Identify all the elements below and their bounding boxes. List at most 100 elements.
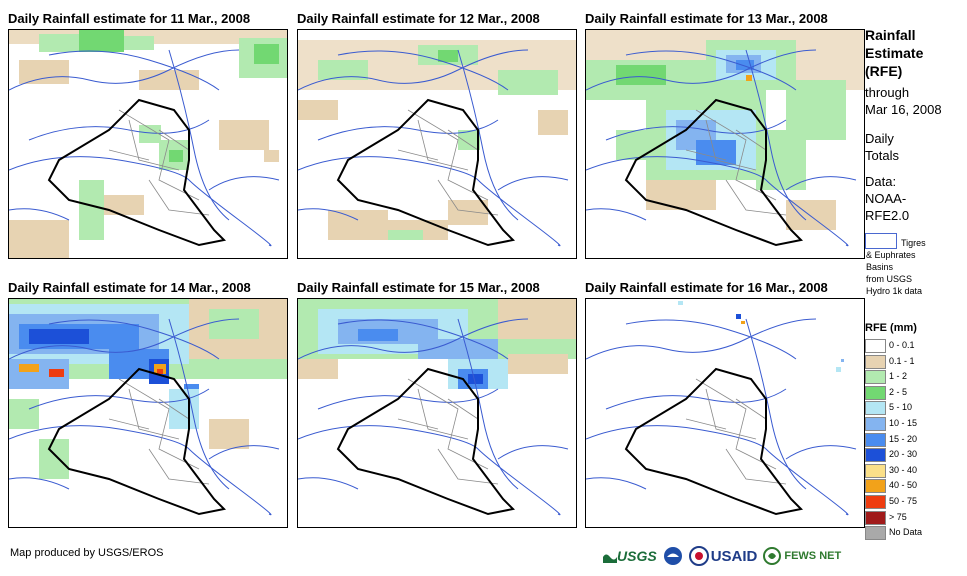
panel-title: Daily Rainfall estimate for 12 Mar., 200…	[297, 11, 540, 26]
data-line: NOAA-	[865, 191, 907, 206]
fewsnet-globe-icon	[763, 547, 782, 565]
panel-title: Daily Rainfall estimate for 11 Mar., 200…	[8, 11, 251, 26]
rainfall-patches	[9, 30, 287, 258]
legend-item: 0 - 0.1	[865, 338, 965, 354]
rainfall-map	[585, 29, 865, 259]
legend-swatch	[865, 416, 886, 431]
rainfall-patches	[678, 301, 844, 372]
legend-swatch	[865, 339, 886, 353]
legend-item: 1 - 2	[865, 369, 965, 385]
river-lines	[9, 318, 280, 516]
data-source: Data: NOAA- RFE2.0	[865, 173, 965, 224]
panel-title: Daily Rainfall estimate for 16 Mar., 200…	[585, 280, 828, 295]
legend-item: 15 - 20	[865, 432, 965, 448]
legend-item: 30 - 40	[865, 463, 965, 479]
country-border	[47, 367, 227, 516]
country-border	[624, 367, 804, 516]
usgs-logo-text: USGS	[617, 548, 657, 564]
date-range: through Mar 16, 2008	[865, 84, 965, 118]
legend-item: > 75	[865, 510, 965, 526]
legend-title: RFE (mm)	[865, 322, 917, 334]
rainfall-patches	[9, 299, 287, 479]
rainfall-map	[297, 29, 577, 259]
legend-label: 15 - 20	[889, 433, 918, 444]
legend-label: 2 - 5	[889, 386, 908, 397]
panel-title: Daily Rainfall estimate for 14 Mar., 200…	[8, 280, 251, 295]
province-lines	[108, 378, 210, 485]
daily-line: Totals	[865, 148, 899, 163]
province-lines	[397, 378, 499, 485]
rainfall-patches	[298, 40, 576, 240]
legend-item: 50 - 75	[865, 494, 965, 510]
data-line: RFE2.0	[865, 208, 910, 223]
usgs-logo: USGS	[603, 548, 657, 564]
map-credit: Map produced by USGS/EROS	[10, 547, 164, 559]
basin-line: Basins	[866, 262, 894, 272]
legend-item: 10 - 15	[865, 416, 965, 432]
legend-label: 5 - 10	[889, 402, 913, 413]
daily-totals-note: Daily Totals	[865, 130, 965, 164]
daily-line: Daily	[865, 131, 894, 146]
legend-label: 0.1 - 1	[889, 355, 915, 366]
basin-line: & Euphrates	[866, 250, 916, 260]
legend-swatch	[865, 370, 886, 385]
province-lines	[685, 378, 787, 485]
usaid-logo-text: USAID	[710, 547, 758, 565]
province-lines	[685, 109, 787, 216]
legend-swatch	[865, 510, 886, 525]
legend-item: 0.1 - 1	[865, 354, 965, 370]
data-line: Data:	[865, 174, 897, 189]
rainfall-map	[8, 298, 288, 528]
province-lines	[108, 109, 210, 216]
legend-item: 5 - 10	[865, 400, 965, 416]
legend-swatch	[865, 463, 886, 478]
heading-line: Rainfall	[865, 27, 916, 43]
legend-swatch	[865, 494, 886, 509]
legend-swatch	[865, 354, 886, 369]
rainfall-map	[8, 29, 288, 259]
heading-line: (RFE)	[865, 63, 903, 79]
panel-title: Daily Rainfall estimate for 15 Mar., 200…	[297, 280, 540, 295]
legend-swatch	[865, 401, 886, 416]
rainfall-patches	[298, 299, 576, 389]
panel-title: Daily Rainfall estimate for 13 Mar., 200…	[585, 11, 828, 26]
legend-swatch	[865, 385, 886, 400]
basin-note: Tigres & Euphrates Basins from USGS Hydr…	[866, 237, 966, 297]
legend-label: 50 - 75	[889, 495, 918, 506]
legend-item: 2 - 5	[865, 385, 965, 401]
legend-label: 0 - 0.1	[889, 340, 915, 350]
agency-logos: USGS USAID FEWS NET	[603, 544, 841, 568]
legend-swatch	[865, 432, 886, 447]
province-lines	[397, 109, 499, 216]
fewsnet-logo-text: FEWS NET	[784, 550, 842, 562]
heading-line: Estimate	[865, 45, 924, 61]
country-border	[336, 98, 516, 247]
legend-swatch	[865, 526, 886, 541]
river-lines	[586, 318, 857, 516]
noaa-logo	[663, 546, 683, 566]
river-lines	[298, 318, 569, 516]
through-date: Mar 16, 2008	[865, 102, 942, 117]
usaid-seal-icon	[688, 546, 709, 566]
legend-item: 40 - 50	[865, 478, 965, 494]
usgs-wave-icon	[603, 554, 617, 563]
legend-swatch	[865, 448, 886, 463]
rfe-legend: 0 - 0.1 0.1 - 1 1 - 2 2 - 5 5 - 10 10 - …	[865, 338, 965, 541]
country-border	[624, 98, 804, 247]
legend-item: No Data	[865, 525, 965, 541]
noaa-seal-icon	[663, 547, 682, 565]
rainfall-map	[297, 298, 577, 528]
usaid-logo: USAID	[688, 546, 758, 566]
basin-line: from USGS	[866, 274, 913, 284]
legend-label: 40 - 50	[889, 480, 918, 491]
legend-label: 30 - 40	[889, 464, 918, 475]
rainfall-map	[585, 298, 865, 528]
legend-label: 1 - 2	[889, 371, 908, 382]
basin-swatch	[865, 233, 897, 249]
basin-line: Hydro 1k data	[866, 286, 923, 296]
legend-swatch	[865, 479, 886, 494]
legend-label: > 75	[889, 511, 907, 522]
country-border	[336, 367, 516, 516]
river-lines	[9, 49, 280, 247]
country-border	[47, 98, 227, 247]
